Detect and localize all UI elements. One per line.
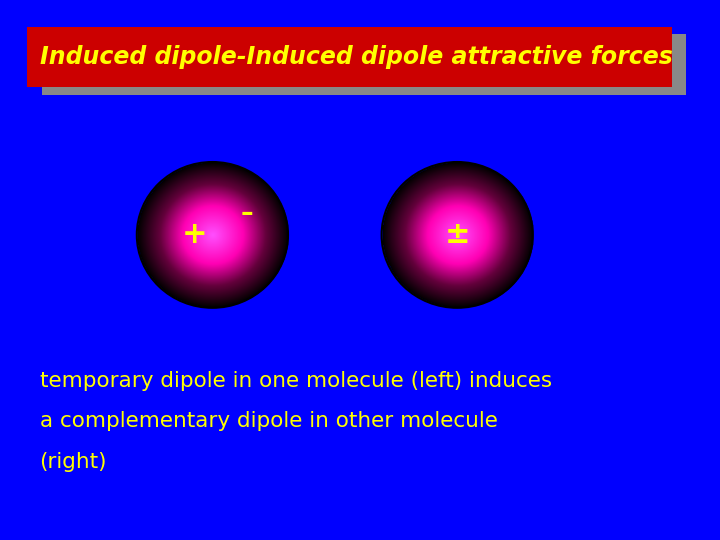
Text: Induced dipole-Induced dipole attractive forces: Induced dipole-Induced dipole attractive… xyxy=(40,45,672,69)
Text: (right): (right) xyxy=(40,451,107,472)
Text: ±: ± xyxy=(444,220,470,249)
Text: –: – xyxy=(240,201,253,225)
FancyBboxPatch shape xyxy=(27,27,672,87)
Text: temporary dipole in one molecule (left) induces: temporary dipole in one molecule (left) … xyxy=(40,370,552,391)
Text: +: + xyxy=(181,220,207,249)
FancyBboxPatch shape xyxy=(42,34,686,94)
Text: a complementary dipole in other molecule: a complementary dipole in other molecule xyxy=(40,411,498,431)
